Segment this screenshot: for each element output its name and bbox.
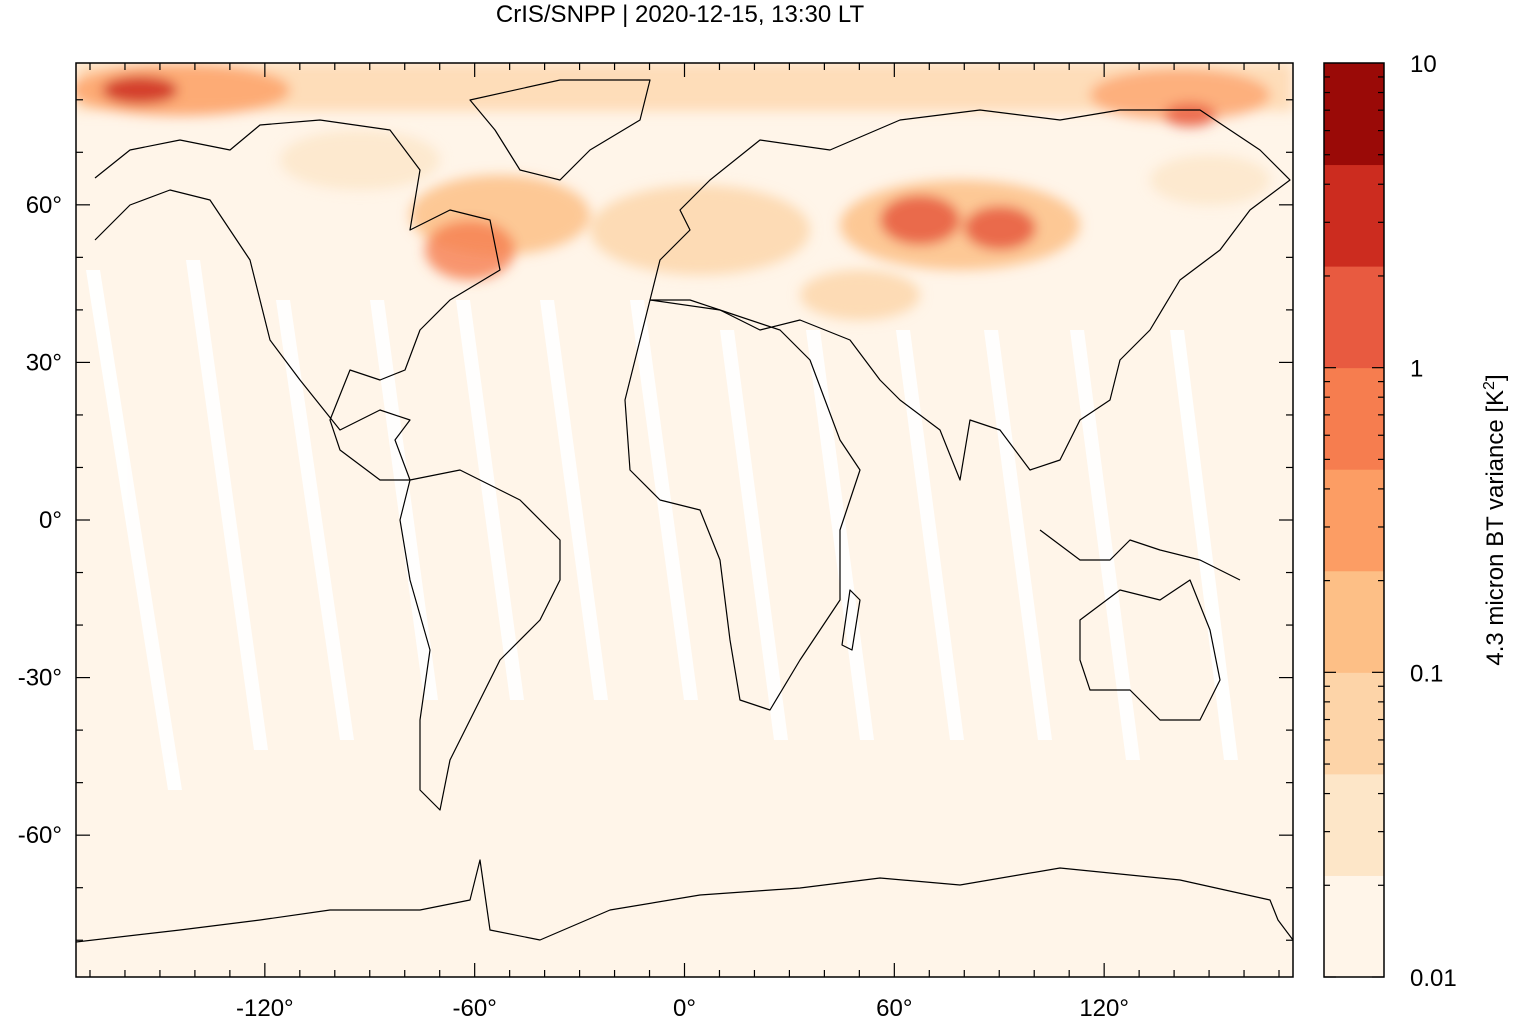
lat-tick-label: 30° — [26, 349, 62, 376]
colorbar-swatch — [1324, 367, 1384, 470]
colorbar-frame — [1323, 62, 1385, 978]
colorbar-tick-label: 1 — [1410, 356, 1423, 383]
coastline-north-america — [94, 119, 501, 481]
coastline-antarctica — [76, 859, 1293, 943]
coastline-madagascar — [841, 589, 861, 651]
variance-patch — [964, 206, 1036, 250]
orbit-gap — [540, 300, 608, 700]
orbit-gap — [276, 300, 354, 740]
colorbar-swatch — [1324, 672, 1384, 775]
orbit-gap — [630, 300, 698, 700]
coastline-south-america — [399, 469, 561, 811]
lon-tick-label: 0° — [673, 995, 696, 1020]
lat-tick-label: -60° — [18, 822, 62, 849]
map-axes: -120° -60° 0° 60° 120° 60° 30° 0° -30° -60° — [18, 63, 1293, 1020]
lon-tick-label: -60° — [453, 995, 497, 1020]
lon-tick-label: 60° — [876, 995, 912, 1020]
colorbar-label: 4.3 micron BT variance [K2] — [1481, 374, 1509, 666]
colorbar-swatch — [1324, 63, 1384, 166]
orbit-gap — [720, 330, 788, 740]
lat-tick-label: 60° — [26, 192, 62, 219]
orbit-gaps — [86, 260, 1238, 790]
coastline-greenland — [469, 79, 651, 181]
lat-tick-label: 0° — [39, 507, 62, 534]
variance-patch — [425, 220, 515, 280]
colorbar-swatch — [1324, 266, 1384, 369]
colorbar-tick-label: 10 — [1410, 51, 1437, 78]
variance-patch — [1150, 155, 1270, 205]
orbit-gap — [1070, 330, 1140, 760]
orbit-gap — [896, 330, 964, 740]
orbit-gap — [984, 330, 1052, 740]
lon-tick-label: -120° — [236, 995, 294, 1020]
variance-patch — [280, 130, 440, 190]
colorbar-tick-label: 0.01 — [1410, 965, 1457, 992]
colorbar-swatch — [1324, 164, 1384, 267]
variance-patch — [1090, 69, 1270, 121]
variance-patch — [102, 76, 178, 104]
coastline-eurasia — [649, 109, 1291, 481]
orbit-gap — [456, 300, 524, 700]
orbit-gap — [370, 300, 438, 700]
colorbar-swatch — [1324, 570, 1384, 673]
variance-patch — [1164, 103, 1216, 127]
map-panel — [76, 63, 1293, 977]
coastlines — [76, 79, 1293, 943]
map-title: CrIS/SNPP | 2020-12-15, 13:30 LT — [495, 1, 865, 28]
variance-patch — [840, 180, 1080, 270]
variance-patch — [800, 270, 920, 320]
coastline-africa — [624, 299, 861, 711]
orbit-gap — [1170, 330, 1238, 760]
lon-tick-label: 120° — [1079, 995, 1129, 1020]
coastline-maritime-se-asia — [1039, 529, 1241, 581]
colorbar-swatch — [1324, 469, 1384, 572]
lat-tick-label: -30° — [18, 665, 62, 692]
variance-patch — [880, 195, 960, 245]
colorbar-tick-label: 0.1 — [1410, 660, 1443, 687]
colorbar-swatch — [1324, 773, 1384, 876]
colorbar: 10 1 0.1 0.01 — [1323, 51, 1457, 992]
orbit-gap — [186, 260, 268, 750]
colorbar-swatch — [1324, 875, 1384, 978]
variance-patch — [590, 185, 810, 275]
orbit-gap — [86, 270, 182, 790]
coastline-australia — [1079, 579, 1221, 721]
